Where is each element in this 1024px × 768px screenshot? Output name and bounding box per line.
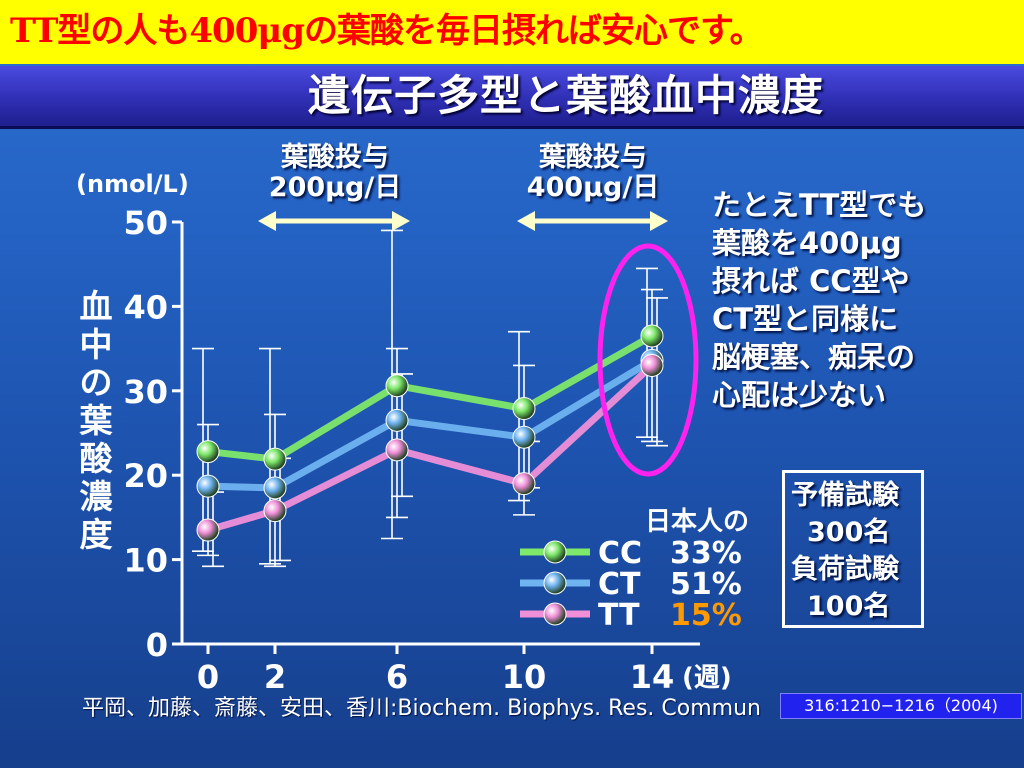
- legend-name-CT: CT: [598, 567, 641, 602]
- title-band: 遺伝子多型と葉酸血中濃度: [0, 66, 1024, 129]
- dose-label-400-line2: 400μg/日: [526, 172, 660, 203]
- legend-share-CC: 33%: [670, 536, 742, 571]
- y-tick-label: 10: [123, 542, 168, 580]
- y-axis-label-char: 葉: [79, 401, 114, 440]
- data-point-CT: [512, 425, 536, 449]
- legend-name-TT: TT: [598, 598, 640, 633]
- dose-label-200-line2: 200μg/日: [268, 172, 402, 203]
- y-axis-label-char: 度: [80, 515, 113, 554]
- data-point-TT: [512, 472, 536, 496]
- annotation-line: CT型と同様に: [712, 302, 899, 336]
- legend-marker-CC: [543, 540, 567, 564]
- y-axis-label-char: 血: [80, 287, 113, 326]
- y-tick-label: 0: [146, 626, 168, 664]
- data-point-TT: [196, 518, 220, 542]
- legend-name-CC: CC: [598, 536, 642, 571]
- y-axis-label-char: 濃: [80, 477, 114, 516]
- y-tick-label: 30: [123, 373, 168, 411]
- prelim-trial-count: 300名: [807, 517, 891, 548]
- y-unit-label: (nmol/L): [76, 170, 189, 198]
- slide-title: 遺伝子多型と葉酸血中濃度: [308, 71, 825, 120]
- data-point-CC: [385, 374, 409, 398]
- data-point-TT: [640, 353, 664, 377]
- citation-text: 平岡、加藤、斎藤、安田、香川:Biochem. Biophys. Res. Co…: [82, 696, 761, 721]
- reference-box: 316:1210−1216（2004): [780, 693, 1022, 719]
- dose-label-400: 葉酸投与 400μg/日: [498, 143, 688, 203]
- trial-info-box: 予備試験 300名 負荷試験 100名: [782, 470, 924, 628]
- annotation-line: 脳梗塞、痴呆の: [712, 340, 916, 374]
- load-trial-label: 負荷試験: [791, 554, 899, 585]
- data-point-TT: [263, 499, 287, 523]
- x-tick-label: 2: [264, 658, 286, 696]
- legend-share-TT: 15%: [670, 598, 742, 633]
- data-point-CT: [385, 408, 409, 432]
- dose-arrow-400-head-left: [517, 211, 535, 231]
- legend-marker-CT: [543, 571, 567, 595]
- y-tick-label: 20: [123, 457, 168, 495]
- x-tick-label: 6: [386, 658, 408, 696]
- y-tick-label: 50: [123, 204, 168, 242]
- data-point-CC: [640, 324, 664, 348]
- y-tick-label: 40: [123, 288, 168, 326]
- data-point-CT: [263, 476, 287, 500]
- data-point-CC: [512, 397, 536, 421]
- data-point-CC: [196, 440, 220, 464]
- x-unit-label: (週): [682, 663, 732, 693]
- data-point-TT: [385, 438, 409, 462]
- dose-arrow-200-head-left: [258, 211, 276, 231]
- legend-title: 日本人の: [645, 507, 749, 537]
- prelim-trial-label: 予備試験: [791, 480, 899, 511]
- annotation-line: 葉酸を400μg: [712, 226, 902, 260]
- dose-label-200: 葉酸投与 200μg/日: [240, 143, 430, 203]
- annotation-text: たとえTT型でも 葉酸を400μg 摂れば CC型や CT型と同様に 脳梗塞、痴…: [712, 186, 972, 414]
- annotation-line: たとえTT型でも: [712, 188, 927, 222]
- x-tick-label: 10: [502, 658, 547, 696]
- data-point-CC: [263, 447, 287, 471]
- x-tick-label: 14: [630, 658, 675, 696]
- legend-marker-TT: [543, 602, 567, 626]
- legend-share-CT: 51%: [670, 567, 742, 602]
- dose-arrow-400-head-right: [650, 211, 668, 231]
- annotation-line: 摂れば CC型や: [712, 264, 910, 298]
- headline-text: TT型の人も400μgの葉酸を毎日摂れば安心です。: [10, 11, 764, 51]
- headline-banner: TT型の人も400μgの葉酸を毎日摂れば安心です。: [0, 0, 1024, 64]
- dose-arrow-200-head-right: [392, 211, 410, 231]
- y-axis-label-char: 中: [80, 325, 113, 364]
- x-tick-label: 0: [197, 658, 219, 696]
- annotation-line: 心配は少ない: [712, 378, 887, 412]
- data-point-CT: [196, 474, 220, 498]
- y-axis-label-char: の: [80, 363, 113, 402]
- highlight-ellipse: [597, 243, 699, 477]
- dose-label-400-line1: 葉酸投与: [539, 142, 647, 173]
- y-axis-label-char: 酸: [80, 439, 114, 478]
- load-trial-count: 100名: [807, 591, 891, 622]
- dose-label-200-line1: 葉酸投与: [281, 142, 389, 173]
